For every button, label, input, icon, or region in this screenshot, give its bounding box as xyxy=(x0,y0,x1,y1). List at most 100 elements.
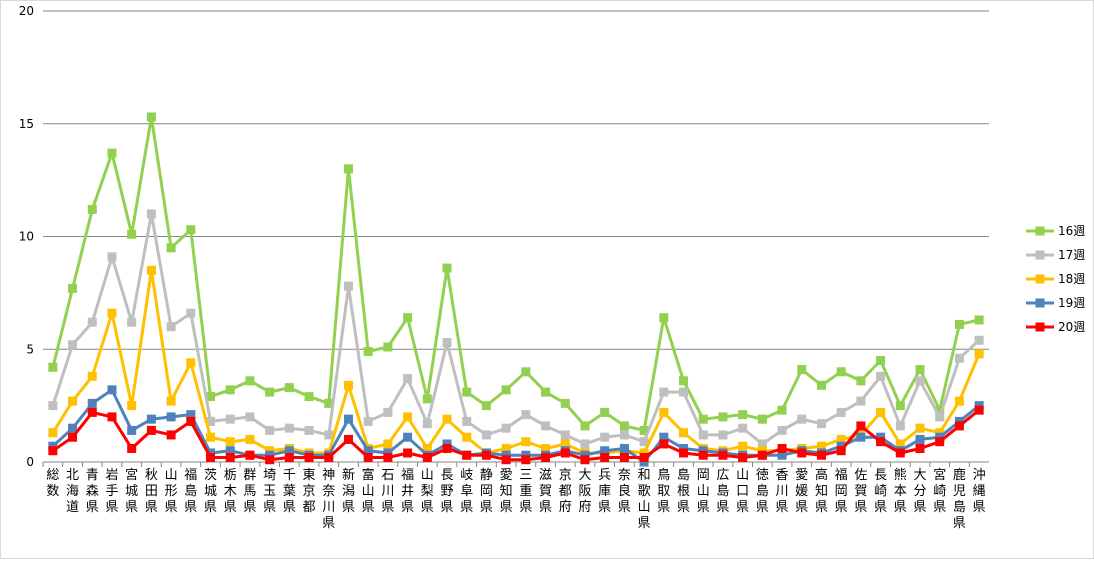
x-category-label: 徳島県 xyxy=(756,468,769,515)
data-point xyxy=(186,225,196,235)
data-point xyxy=(521,455,531,465)
x-category-label: 和歌山県 xyxy=(638,468,651,531)
x-category-label: 三重県 xyxy=(519,468,532,515)
data-point xyxy=(48,401,58,411)
x-category-label: 福岡県 xyxy=(835,468,848,515)
data-point xyxy=(48,441,58,451)
data-point xyxy=(954,396,964,406)
data-point xyxy=(836,434,846,444)
x-category-label: 総数 xyxy=(46,468,59,499)
data-point xyxy=(343,414,353,424)
data-point xyxy=(107,412,117,422)
data-point xyxy=(954,353,964,363)
data-point xyxy=(738,441,748,451)
data-point xyxy=(481,401,491,411)
data-point xyxy=(422,394,432,404)
data-point xyxy=(639,448,649,458)
data-point xyxy=(895,439,905,449)
x-category-label: 大分県 xyxy=(914,468,927,515)
x-category-label: 山口県 xyxy=(736,468,749,515)
data-point xyxy=(915,423,925,433)
data-point xyxy=(639,457,649,467)
y-tick-label: 0 xyxy=(26,455,34,469)
x-category-label: 香川県 xyxy=(776,468,789,515)
data-point xyxy=(166,243,176,253)
x-category-label: 青森県 xyxy=(86,468,99,515)
data-point xyxy=(954,416,964,426)
data-point xyxy=(560,448,570,458)
data-point xyxy=(68,423,78,433)
legend-label: 20週 xyxy=(1058,320,1085,334)
data-point xyxy=(679,387,689,397)
data-point xyxy=(915,376,925,386)
data-point xyxy=(186,416,196,426)
data-point xyxy=(895,401,905,411)
data-point xyxy=(225,437,235,447)
data-point xyxy=(679,428,689,438)
data-point xyxy=(659,407,669,417)
data-point xyxy=(619,430,629,440)
data-point xyxy=(777,405,787,415)
legend-swatch-marker xyxy=(1035,298,1045,308)
data-point xyxy=(679,443,689,453)
data-point xyxy=(974,349,984,359)
data-point xyxy=(324,398,334,408)
data-point xyxy=(935,412,945,422)
legend-label: 19週 xyxy=(1058,296,1085,310)
data-point xyxy=(225,414,235,424)
data-point xyxy=(797,365,807,375)
x-category-label: 宮崎県 xyxy=(933,467,946,515)
x-category-label: 秋田県 xyxy=(145,468,158,515)
legend-label: 17週 xyxy=(1058,248,1085,262)
data-point xyxy=(87,317,97,327)
x-category-label: 岐阜県 xyxy=(460,468,473,515)
data-point xyxy=(797,448,807,458)
data-point xyxy=(87,398,97,408)
y-tick-label: 20 xyxy=(19,4,34,18)
data-point xyxy=(580,450,590,460)
x-category-label: 東京都 xyxy=(303,467,316,515)
x-category-label: 福井県 xyxy=(401,468,414,515)
data-point xyxy=(422,452,432,462)
data-point xyxy=(659,432,669,442)
data-point xyxy=(698,430,708,440)
data-point xyxy=(895,421,905,431)
x-category-label: 福島県 xyxy=(184,468,197,515)
data-point xyxy=(698,414,708,424)
data-point xyxy=(68,432,78,442)
data-point xyxy=(974,335,984,345)
data-point xyxy=(166,396,176,406)
x-category-label: 山形県 xyxy=(165,468,178,515)
data-point xyxy=(974,315,984,325)
data-point xyxy=(816,380,826,390)
data-point xyxy=(738,423,748,433)
x-category-label: 鹿児島県 xyxy=(953,467,966,531)
data-point xyxy=(777,425,787,435)
data-point xyxy=(679,376,689,386)
data-point xyxy=(127,317,137,327)
data-point xyxy=(442,439,452,449)
data-point xyxy=(127,425,137,435)
data-point xyxy=(265,446,275,456)
data-point xyxy=(383,448,393,458)
series-lines xyxy=(48,112,984,467)
data-point xyxy=(87,371,97,381)
x-category-label: 富山県 xyxy=(362,467,375,515)
data-point xyxy=(146,112,156,122)
series-5 xyxy=(48,405,984,465)
x-category-label: 島根県 xyxy=(677,468,690,515)
x-category-label: 広島県 xyxy=(716,468,729,515)
data-point xyxy=(560,430,570,440)
data-point xyxy=(284,423,294,433)
data-point xyxy=(265,387,275,397)
data-point xyxy=(146,265,156,275)
data-point xyxy=(225,385,235,395)
data-point xyxy=(403,412,413,422)
data-point xyxy=(48,362,58,372)
data-point xyxy=(639,425,649,435)
data-point xyxy=(777,450,787,460)
data-point xyxy=(166,322,176,332)
data-point xyxy=(836,446,846,456)
x-category-label: 静岡県 xyxy=(480,468,493,515)
x-category-label: 佐賀県 xyxy=(854,468,867,515)
